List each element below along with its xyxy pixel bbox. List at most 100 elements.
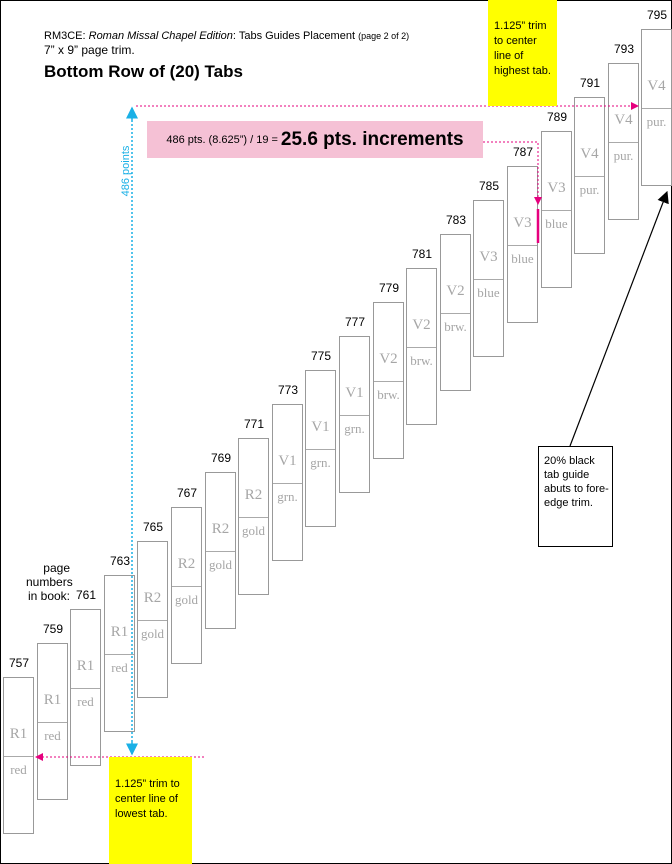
increment-pointer <box>483 141 542 205</box>
tab-divider <box>38 722 67 723</box>
tab-color: brw. <box>410 353 433 368</box>
tab-code: V3 <box>479 249 498 265</box>
tab-guide: R2 gold <box>238 438 269 595</box>
page-number: 765 <box>142 520 164 534</box>
tab-color: grn. <box>277 489 298 504</box>
tab-guide: R2 gold <box>137 541 168 698</box>
tab-color: red <box>111 660 128 675</box>
tab-guide: R1 red <box>104 575 135 732</box>
tab-code: R2 <box>211 521 230 537</box>
tab-color: grn. <box>310 455 331 470</box>
tab-color: pur. <box>646 114 667 129</box>
trim-size: 7” x 9” page trim. <box>44 43 135 57</box>
tab-color: brw. <box>377 387 400 402</box>
increment-calc: 486 pts. (8.625”) / 19 <box>166 133 269 146</box>
page-number: 771 <box>243 417 265 431</box>
tab-divider <box>642 108 671 109</box>
tab-code: V2 <box>446 283 465 299</box>
tab-color: gold <box>208 557 233 572</box>
tab-guide: V2 brw. <box>440 234 471 391</box>
tab-color: pur. <box>579 182 600 197</box>
page-number: 783 <box>445 213 467 227</box>
page-number: 789 <box>546 110 568 124</box>
tab-color: pur. <box>613 148 634 163</box>
tab-code: V3 <box>547 180 566 196</box>
increment-formula: 486 pts. (8.625”) / 19 = 25.6 pts. incre… <box>147 121 483 158</box>
tab-divider <box>441 313 470 314</box>
tab-color: gold <box>174 592 199 607</box>
page-number: 767 <box>176 486 198 500</box>
tab-guide: V2 brw. <box>406 268 437 425</box>
top-trim-note: 1.125” trim to center line of highest ta… <box>488 0 557 106</box>
tab-divider <box>374 381 403 382</box>
tab-code: R1 <box>110 624 129 640</box>
tab-code: V4 <box>647 78 666 94</box>
tab-code: R1 <box>43 692 62 708</box>
increment-equals: = <box>271 133 278 146</box>
tab-color: gold <box>140 626 165 641</box>
page-number: 785 <box>478 179 500 193</box>
book-title: Roman Missal Chapel Edition <box>88 30 233 42</box>
points-label: 486 points <box>120 145 132 197</box>
tab-guide: R1 red <box>37 643 68 800</box>
header-subject: : Tabs Guides Placement <box>232 30 359 42</box>
tab-guide: V3 blue <box>541 131 572 288</box>
tab-color: blue <box>545 216 568 231</box>
page-number: 773 <box>277 383 299 397</box>
tab-color: gold <box>241 523 266 538</box>
tab-code: V4 <box>614 112 633 128</box>
page-number: 777 <box>344 315 366 329</box>
header-prefix: RM3CE: <box>44 30 89 42</box>
tab-color: red <box>44 728 61 743</box>
tab-divider <box>542 210 571 211</box>
tab-color: red <box>10 762 27 777</box>
tab-guide: V1 grn. <box>339 336 370 493</box>
tab-divider <box>105 654 134 655</box>
increment-result: 25.6 pts. increments <box>280 128 464 150</box>
tab-code: R1 <box>9 726 28 742</box>
tab-guide: V4 pur. <box>574 97 605 254</box>
guide-pointer <box>569 190 669 447</box>
tab-divider <box>273 483 302 484</box>
tab-code: V3 <box>513 215 532 231</box>
tab-code: V1 <box>311 419 330 435</box>
header-line: RM3CE: Roman Missal Chapel Edition: Tabs… <box>44 30 409 42</box>
page-number: 781 <box>411 247 433 261</box>
tab-code: V1 <box>345 385 364 401</box>
tab-code: R2 <box>244 487 263 503</box>
tab-color: brw. <box>444 319 467 334</box>
page-number: 769 <box>210 451 232 465</box>
tab-divider <box>474 279 503 280</box>
page-number: 761 <box>75 588 97 602</box>
tab-guide: V2 brw. <box>373 302 404 459</box>
tab-divider <box>609 142 638 143</box>
tab-guide: R1 red <box>3 677 34 834</box>
tab-guide: R2 gold <box>205 472 236 629</box>
page-number: 757 <box>8 656 30 670</box>
page-number: 795 <box>646 8 668 22</box>
tab-code: V2 <box>412 317 431 333</box>
tab-guide: V3 blue <box>507 166 538 323</box>
tab-code: R1 <box>76 658 95 674</box>
tab-color: red <box>77 694 94 709</box>
page-heading: Bottom Row of (20) Tabs <box>44 62 243 81</box>
tab-divider <box>508 245 537 246</box>
tab-code: R2 <box>143 590 162 606</box>
page-number: 787 <box>512 145 534 159</box>
tab-guide: V4 pur. <box>608 63 639 220</box>
tab-guide: V1 grn. <box>272 404 303 561</box>
tab-code: V1 <box>278 453 297 469</box>
tab-code: V2 <box>379 351 398 367</box>
page-note: (page 2 of 2) <box>358 31 410 41</box>
bottom-trim-note: 1.125” trim to center line of lowest tab… <box>109 757 192 864</box>
tab-divider <box>575 176 604 177</box>
tab-guide: V1 grn. <box>305 370 336 527</box>
page-number: 763 <box>109 554 131 568</box>
page-number: 791 <box>579 76 601 90</box>
tab-divider <box>239 517 268 518</box>
page-number: 793 <box>613 42 635 56</box>
tab-divider <box>407 347 436 348</box>
tab-guide: R2 gold <box>171 507 202 664</box>
tab-divider <box>172 586 201 587</box>
tab-divider <box>206 551 235 552</box>
